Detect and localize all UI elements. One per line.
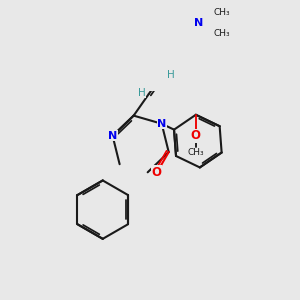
Text: H: H: [138, 88, 146, 98]
Text: CH₃: CH₃: [214, 29, 230, 38]
Text: N: N: [157, 119, 166, 129]
Text: N: N: [194, 18, 203, 28]
Text: N: N: [108, 131, 117, 141]
Text: H: H: [167, 70, 175, 80]
Text: O: O: [151, 166, 161, 179]
Text: O: O: [191, 129, 201, 142]
Text: CH₃: CH₃: [214, 8, 230, 17]
Text: CH₃: CH₃: [188, 148, 204, 158]
